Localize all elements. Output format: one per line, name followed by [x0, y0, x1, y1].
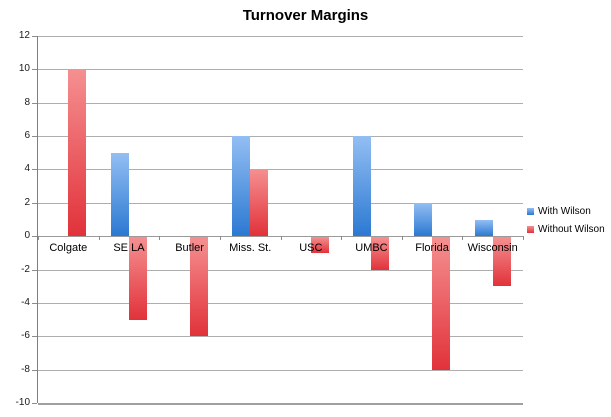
category-boundary-tick: [523, 236, 524, 241]
y-axis-tick: [32, 403, 37, 404]
y-axis-tick: [32, 336, 37, 338]
y-tick-label: 10: [18, 63, 30, 75]
bar-without-wilson-umbc: [371, 237, 390, 270]
bar-with-wilson-se-la: [110, 152, 129, 237]
bar-without-wilson-wisconsin: [492, 237, 511, 287]
category-boundary-tick: [220, 236, 221, 241]
gridline: [38, 336, 523, 338]
chart-title: Turnover Margins: [242, 7, 369, 24]
bar-without-wilson-usc: [310, 237, 329, 253]
gridline: [38, 269, 523, 271]
category-label: Colgate: [49, 242, 88, 255]
category-boundary-tick: [341, 236, 342, 241]
category-label: Florida: [415, 242, 449, 255]
y-axis-tick: [32, 136, 37, 138]
category-label: Wisconsin: [467, 242, 518, 255]
category-label: UMBC: [355, 242, 388, 255]
y-tick-label: 8: [24, 96, 30, 108]
y-tick-label: 6: [24, 130, 30, 142]
category-boundary-tick: [38, 236, 39, 241]
y-tick-label: -10: [15, 397, 30, 408]
y-tick-label: -2: [21, 263, 30, 275]
bar-with-wilson-wisconsin: [474, 219, 493, 237]
gridline: [38, 169, 523, 171]
with-wilson-swatch-icon: [527, 208, 534, 215]
gridline: [38, 403, 523, 405]
gridline: [38, 369, 523, 371]
bar-without-wilson-florida: [432, 237, 451, 370]
y-tick-label: 4: [24, 163, 30, 175]
y-tick-label: -4: [21, 296, 30, 308]
y-axis-tick: [32, 369, 37, 371]
gridline: [38, 236, 523, 238]
bar-with-wilson-florida: [414, 202, 433, 237]
gridline: [38, 302, 523, 304]
gridline: [38, 69, 523, 71]
category-boundary-tick: [462, 236, 463, 241]
legend-label-with-wilson: With Wilson: [538, 206, 591, 217]
y-tick-label: 12: [18, 30, 30, 41]
category-label: USC: [299, 242, 323, 255]
without-wilson-swatch-icon: [527, 226, 534, 233]
y-tick-label: -8: [21, 363, 30, 375]
gridline: [38, 102, 523, 104]
legend: With Wilson Without Wilson: [527, 206, 605, 242]
category-boundary-tick: [159, 236, 160, 241]
y-axis-tick: [32, 302, 37, 304]
bar-without-wilson-butler: [189, 237, 208, 337]
legend-entry-without-wilson: Without Wilson: [527, 224, 605, 235]
bar-without-wilson-colgate: [68, 69, 87, 237]
bar-without-wilson-se-la: [128, 237, 147, 320]
legend-entry-with-wilson: With Wilson: [527, 206, 605, 217]
category-label: Butler: [175, 242, 204, 255]
y-axis-tick: [32, 102, 37, 104]
category-boundary-tick: [281, 236, 282, 241]
y-axis-tick: [32, 69, 37, 71]
y-axis-tick: [32, 269, 37, 271]
y-tick-label: 2: [24, 196, 30, 208]
gridline: [38, 202, 523, 204]
bar-with-wilson-umbc: [353, 136, 372, 237]
category-label: Miss. St.: [229, 242, 272, 255]
legend-label-without-wilson: Without Wilson: [538, 224, 605, 235]
y-axis-tick: [32, 36, 37, 37]
y-axis-tick: [32, 236, 37, 238]
y-tick-label: 0: [24, 230, 30, 242]
category-boundary-tick: [99, 236, 100, 241]
y-axis-tick: [32, 169, 37, 171]
gridline: [38, 36, 523, 37]
category-boundary-tick: [402, 236, 403, 241]
bar-without-wilson-miss-st-: [250, 169, 269, 237]
y-axis-tick: [32, 202, 37, 204]
category-label: SE LA: [113, 242, 145, 255]
bar-with-wilson-miss-st-: [232, 136, 251, 237]
plot-area: Colgate SE LA Butler Miss. St. USC UMBC Florid…: [37, 36, 524, 405]
y-tick-label: -6: [21, 330, 30, 342]
gridline: [38, 136, 523, 138]
